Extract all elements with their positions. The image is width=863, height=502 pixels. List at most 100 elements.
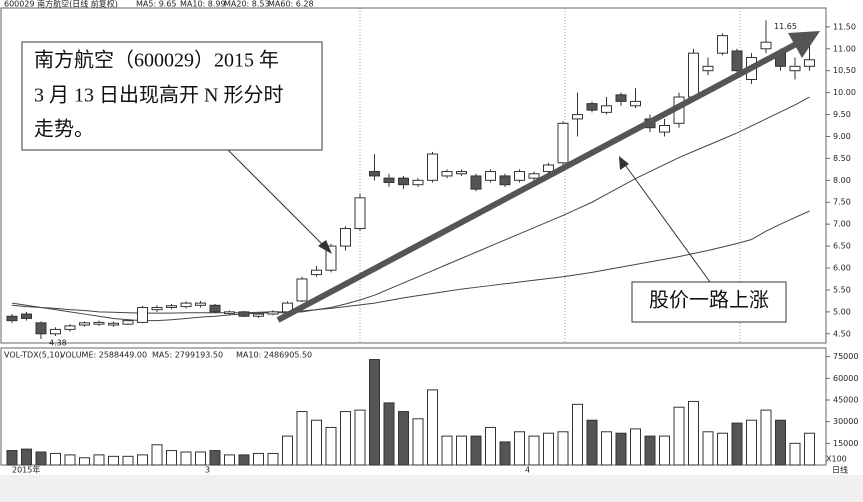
volume-bar <box>702 431 714 466</box>
callout-arrow <box>227 149 327 249</box>
volume-bar <box>122 455 134 466</box>
volume-bar <box>50 452 61 466</box>
callout-arrow-head <box>318 240 332 254</box>
candle-body <box>137 306 148 323</box>
volume-bar <box>108 455 119 466</box>
volume-bar <box>615 432 627 466</box>
volume-bar <box>775 419 786 466</box>
volume-tick-label: 45000 <box>833 396 858 405</box>
volume-bar <box>644 435 656 466</box>
candle-body <box>267 311 279 315</box>
candle-body <box>311 269 322 276</box>
volume-tick-label: 15000 <box>833 439 858 448</box>
candle-body <box>79 322 90 326</box>
volume-bar <box>485 426 496 466</box>
y-tick-label: 7.50 <box>833 198 851 207</box>
candle-body <box>108 322 119 326</box>
volume-bar <box>804 432 815 466</box>
candle-body <box>224 311 235 315</box>
volume-bar <box>369 359 380 466</box>
callout-text: 股价一路上涨 <box>649 289 769 312</box>
volume-bar <box>746 419 757 466</box>
high-label: 11.65 <box>774 22 797 31</box>
volume-header-text: MA5: 2799193.50 <box>152 351 223 360</box>
volume-bar <box>267 452 279 466</box>
candle-body <box>195 302 206 306</box>
callout-arrow-head <box>619 156 629 170</box>
volume-bar <box>209 450 221 466</box>
candle-body <box>166 305 177 308</box>
candle-body <box>93 321 105 325</box>
candle-body <box>412 179 424 186</box>
volume-bar <box>688 400 699 466</box>
plot: 600029 南方航空(日线 前复权) MA5: 9.65 MA10: 8.99MA… <box>3 0 859 500</box>
volume-bar <box>383 402 395 466</box>
volume-bar <box>64 454 76 466</box>
volume-bar <box>528 435 540 466</box>
candle-body <box>557 122 569 164</box>
volume-bar <box>630 428 641 466</box>
volume-tick-label: 75000 <box>833 352 858 361</box>
y-tick-label: 10.00 <box>833 88 856 97</box>
volume-bar <box>557 431 569 466</box>
candle-body <box>528 173 540 179</box>
candle-body <box>470 175 482 190</box>
candle-body <box>209 304 221 313</box>
volume-bar <box>282 435 293 466</box>
candle-body <box>383 177 395 184</box>
candle-body <box>122 320 134 325</box>
volume-bar <box>325 426 337 466</box>
volume-bar <box>79 457 90 466</box>
header-text: MA10: 8.99 <box>180 0 226 9</box>
candle-body <box>151 306 163 311</box>
volume-bar <box>354 409 366 466</box>
candle-body <box>485 171 496 181</box>
volume-bar <box>659 435 670 466</box>
volume-bar <box>180 451 192 466</box>
tab-bar <box>0 475 863 502</box>
annotation-line: 走势。 <box>34 118 94 141</box>
volume-bar <box>572 403 583 466</box>
volume-bar <box>311 419 322 466</box>
period-tag: 日线 <box>832 465 848 475</box>
candle-body <box>572 114 583 120</box>
volume-bar <box>224 454 235 466</box>
candle-body <box>586 103 598 111</box>
candle-body <box>369 171 380 177</box>
volume-bar <box>456 435 467 466</box>
volume-bar <box>195 451 206 466</box>
candle-body <box>427 153 438 181</box>
volume-bar <box>151 444 163 466</box>
y-tick-label: 5.00 <box>833 307 851 316</box>
candle-body <box>253 313 264 317</box>
candle-body <box>499 175 511 186</box>
y-tick-label: 4.50 <box>833 329 851 338</box>
low-label: 4.38 <box>49 339 67 348</box>
candle-body <box>456 171 467 175</box>
candle-body <box>804 59 815 67</box>
candle-body <box>21 313 32 319</box>
volume-header-text: MA10: 2486905.50 <box>236 351 312 360</box>
candle-body <box>441 171 453 177</box>
volume-bar <box>789 442 801 466</box>
candle-body <box>717 35 728 54</box>
candle-body <box>398 177 409 186</box>
candle-body <box>514 171 525 181</box>
volume-bar <box>340 411 351 466</box>
volume-bar <box>601 431 612 466</box>
y-tick-label: 8.00 <box>833 176 851 185</box>
candle-body <box>6 315 18 322</box>
candle-body <box>702 65 714 72</box>
candle-body <box>615 94 627 102</box>
header-text: 600029 南方航空(日线 前复权) <box>4 0 118 9</box>
volume-bar <box>6 450 18 466</box>
candle-body <box>688 52 699 98</box>
annotation-line: 南方航空（600029）2015 年 <box>34 49 279 72</box>
volume-tick-label: 60000 <box>833 374 858 383</box>
y-tick-label: 5.50 <box>833 285 851 294</box>
y-tick-label: 10.50 <box>833 66 856 75</box>
candle-body <box>238 311 250 317</box>
y-tick-label: 7.00 <box>833 220 851 229</box>
